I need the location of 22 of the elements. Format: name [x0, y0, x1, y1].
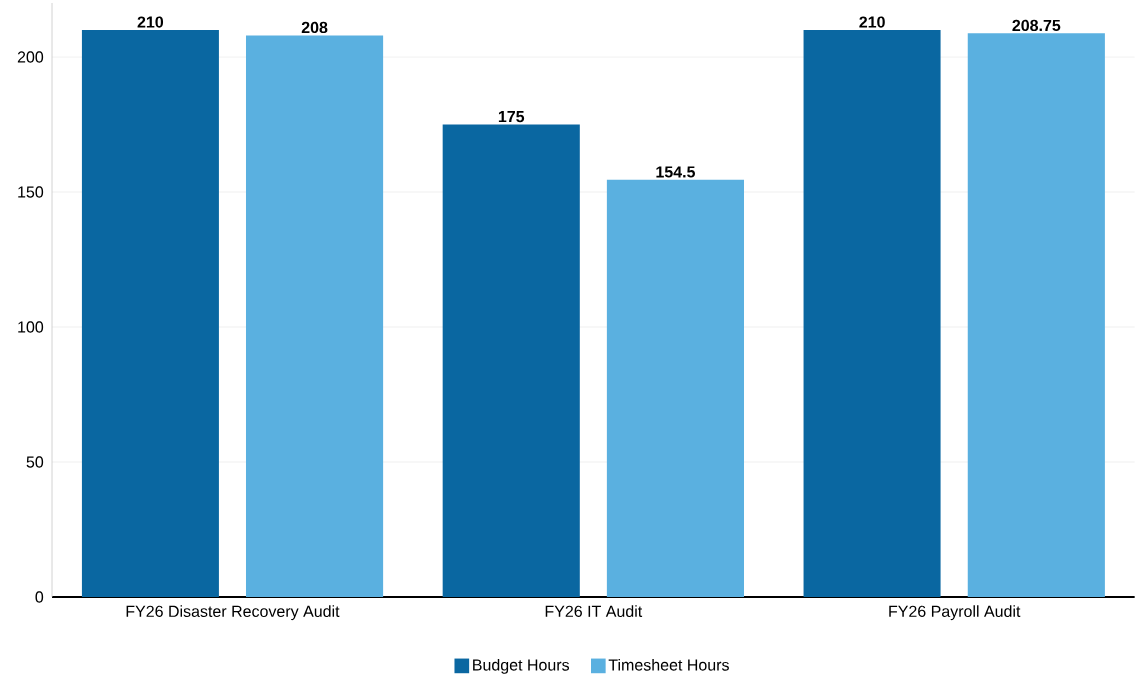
data-label: 208	[301, 21, 328, 34]
legend-label: Timesheet Hours	[608, 658, 729, 671]
legend-label: Budget Hours	[473, 658, 570, 674]
bar	[606, 179, 745, 597]
data-label: 210	[859, 16, 885, 28]
x-tick-label: FY26 Payroll Audit	[889, 605, 1021, 621]
bar	[81, 30, 219, 597]
data-label: 210	[137, 16, 164, 28]
bar	[967, 33, 1105, 597]
bar	[442, 124, 580, 597]
y-tick-label: 100	[18, 321, 44, 333]
y-tick-label: 50	[26, 456, 44, 468]
bar	[803, 30, 941, 597]
data-label: 154.5	[656, 166, 696, 178]
bar	[245, 35, 384, 597]
y-tick-label: 150	[18, 186, 44, 198]
y-tick-label: 200	[17, 51, 44, 63]
x-tick-label: FY26 IT Audit	[545, 605, 643, 617]
x-tick-label: FY26 Disaster Recovery Audit	[126, 605, 340, 621]
data-label: 208.75	[1012, 19, 1061, 32]
data-label: 175	[498, 111, 525, 123]
y-tick-label: 0	[35, 591, 44, 603]
